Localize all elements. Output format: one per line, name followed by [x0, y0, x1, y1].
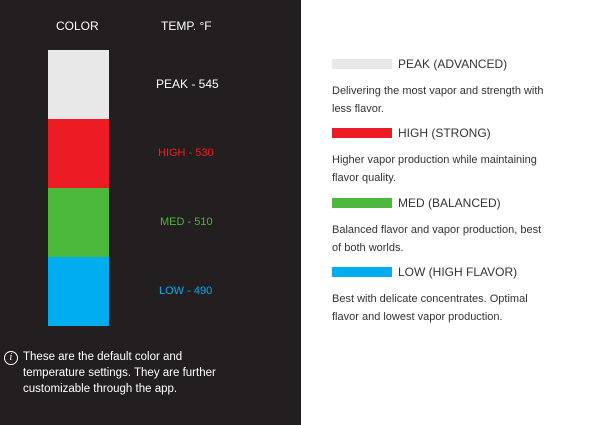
- peak-description: Delivering the most vapor and strength w…: [332, 85, 544, 115]
- peak-swatch: [332, 59, 392, 69]
- med-description: Balanced flavor and vapor production, be…: [332, 224, 542, 254]
- med-temperature-label: MED - 510: [160, 216, 213, 228]
- peak-title: PEAK (ADVANCED): [398, 57, 508, 71]
- low-description: Best with delicate concentrates. Optimal…: [332, 293, 528, 323]
- high-temperature-label: HIGH - 530: [158, 147, 214, 159]
- legend-entry-high: HIGH (STRONG) Higher vapor production wh…: [332, 125, 582, 187]
- peak-color-segment: [48, 50, 109, 119]
- med-swatch: [332, 198, 392, 208]
- legend-entry-peak: PEAK (ADVANCED) Delivering the most vapo…: [332, 56, 582, 118]
- color-column-header: COLOR: [56, 19, 99, 33]
- low-title: LOW (HIGH FLAVOR): [398, 265, 518, 279]
- high-swatch: [332, 128, 392, 138]
- legend-entry-low: LOW (HIGH FLAVOR) Best with delicate con…: [332, 264, 582, 326]
- high-title: HIGH (STRONG): [398, 126, 491, 140]
- temperature-panel: COLOR TEMP. °F PEAK - 545 HIGH - 530 MED…: [0, 0, 301, 425]
- high-color-segment: [48, 119, 109, 188]
- note-text: These are the default color and temperat…: [23, 351, 216, 395]
- med-title: MED (BALANCED): [398, 196, 501, 210]
- peak-temperature-label: PEAK - 545: [156, 77, 219, 91]
- default-settings-note: i These are the default color and temper…: [4, 349, 234, 397]
- low-swatch: [332, 267, 392, 277]
- low-color-segment: [48, 257, 109, 326]
- temperature-column-header: TEMP. °F: [161, 19, 212, 33]
- high-description: Higher vapor production while maintainin…: [332, 154, 537, 184]
- info-icon: i: [4, 351, 18, 365]
- low-temperature-label: LOW - 490: [159, 285, 213, 297]
- med-color-segment: [48, 188, 109, 257]
- legend-entry-med: MED (BALANCED) Balanced flavor and vapor…: [332, 195, 582, 257]
